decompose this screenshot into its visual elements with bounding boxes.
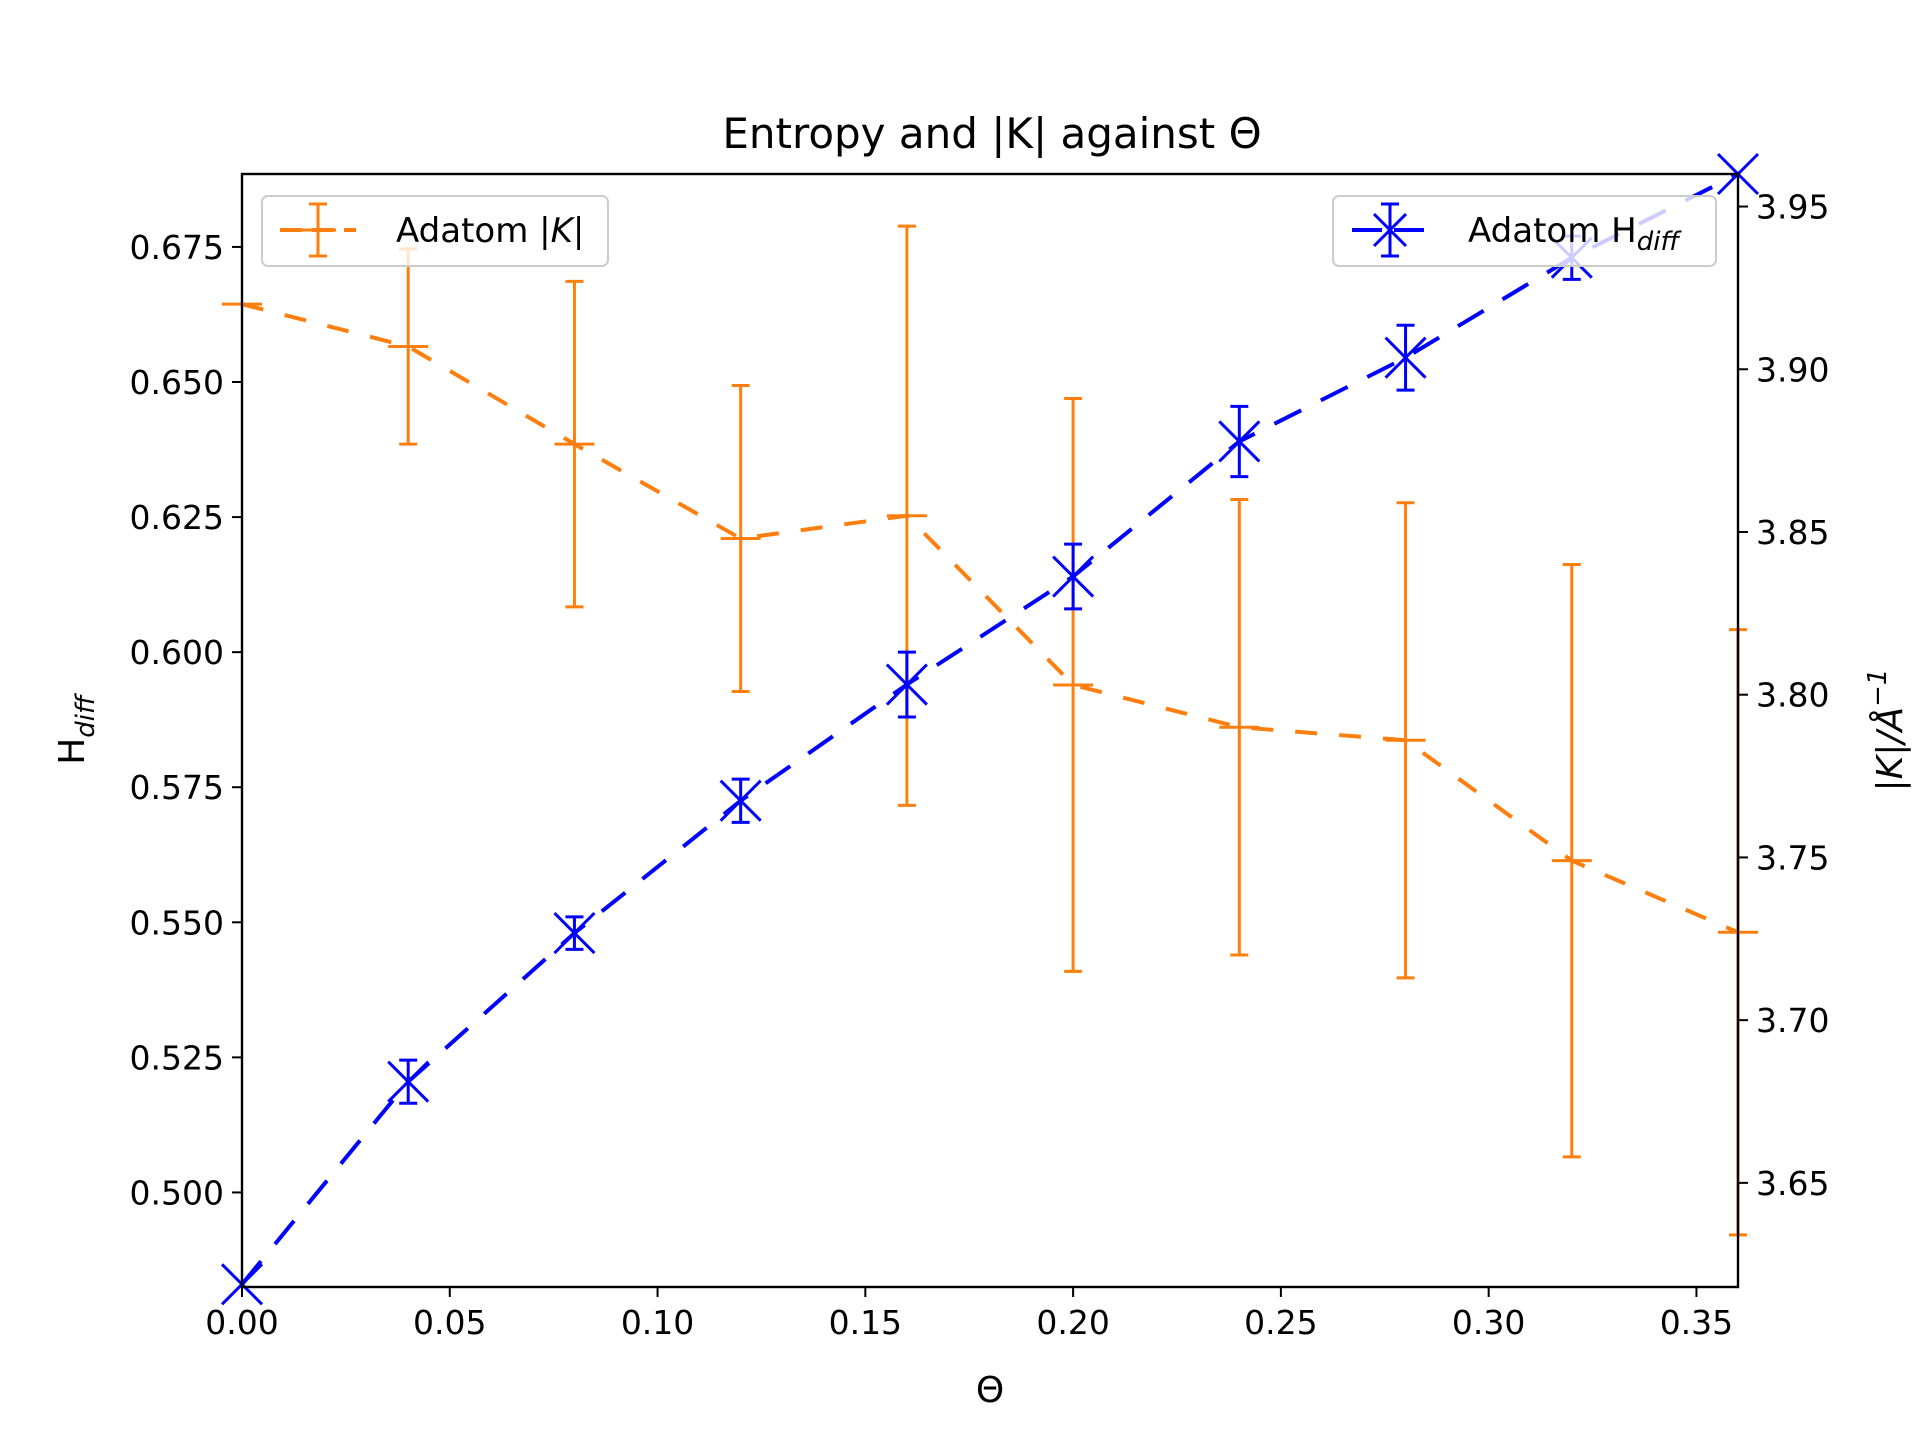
right-axis-label: |K|/Å−1	[1863, 669, 1911, 792]
left-tick-label: 0.575	[130, 768, 224, 807]
left-tick-label: 0.500	[130, 1173, 224, 1212]
legend-right-box	[1332, 195, 1717, 267]
data-point	[387, 1060, 430, 1103]
left-tick-label: 0.675	[130, 228, 224, 267]
right-axis-label-sup: −1	[1863, 669, 1893, 707]
x-tick-label: 0.20	[1036, 1303, 1109, 1342]
left-axis-label-sub: diff	[71, 692, 101, 738]
right-tick-label: 3.90	[1756, 350, 1829, 389]
chart-title: Entropy and |K| against Θ	[722, 109, 1261, 158]
right-tick-label: 3.80	[1756, 676, 1829, 715]
series-k	[222, 224, 1758, 1237]
x-tick-label: 0.00	[205, 1303, 278, 1342]
left-axis-ticks: 0.500 0.525 0.550 0.575 0.600 0.625 0.650 0.675	[130, 228, 242, 1212]
data-point	[1384, 336, 1427, 379]
left-tick-label: 0.625	[130, 498, 224, 537]
series-hdiff	[220, 152, 1760, 1306]
left-tick-label: 0.650	[130, 363, 224, 402]
right-tick-label: 3.85	[1756, 513, 1829, 552]
right-tick-label: 3.70	[1756, 1001, 1829, 1040]
legend-right-label-sub: diff	[1637, 227, 1683, 257]
left-tick-label: 0.600	[130, 633, 224, 672]
data-point	[1218, 420, 1261, 463]
right-axis-ticks: 3.65 3.70 3.75 3.80 3.85 3.90 3.95	[1738, 188, 1829, 1203]
data-point	[1052, 555, 1095, 598]
x-tick-label: 0.05	[413, 1303, 486, 1342]
legend-right: Adatom Hdiff	[1332, 195, 1717, 267]
legend-right-label-main: Adatom H	[1468, 211, 1637, 251]
legend-left-label-main: Adatom |	[396, 211, 551, 251]
x-tick-label: 0.15	[829, 1303, 902, 1342]
legend-left-box	[261, 195, 609, 267]
x-tick-label: 0.10	[621, 1303, 694, 1342]
left-axis-label-main: H	[52, 738, 93, 765]
series-line	[241, 302, 1739, 935]
x-axis-ticks: 0.00 0.05 0.10 0.15 0.20 0.25 0.30 0.35	[205, 1287, 1733, 1342]
data-point	[719, 779, 762, 822]
legend-left-label: Adatom |K|	[396, 211, 584, 251]
legend-right-marker	[1372, 212, 1408, 248]
data-point	[553, 912, 596, 955]
legend-left: Adatom |K|	[261, 195, 609, 267]
data-point	[885, 663, 928, 706]
x-tick-label: 0.30	[1452, 1303, 1525, 1342]
series-layer	[220, 152, 1760, 1306]
x-tick-label: 0.25	[1244, 1303, 1317, 1342]
x-axis-label: Θ	[976, 1370, 1004, 1411]
x-tick-label: 0.35	[1660, 1303, 1733, 1342]
legend-right-label: Adatom Hdiff	[1468, 211, 1682, 257]
plot-frame	[240, 172, 1740, 1289]
left-tick-label: 0.525	[130, 1038, 224, 1077]
right-tick-label: 3.75	[1756, 838, 1829, 877]
left-tick-label: 0.550	[130, 903, 224, 942]
right-axis-label-text: |K|/Å	[1868, 707, 1911, 792]
right-tick-label: 3.65	[1756, 1164, 1829, 1203]
legend-left-label-italic: K	[551, 211, 576, 251]
legend-left-label-tail: |	[573, 211, 584, 251]
right-tick-label: 3.95	[1756, 188, 1829, 227]
left-axis-label: Hdiff	[52, 692, 101, 765]
series-line	[240, 172, 1739, 1286]
